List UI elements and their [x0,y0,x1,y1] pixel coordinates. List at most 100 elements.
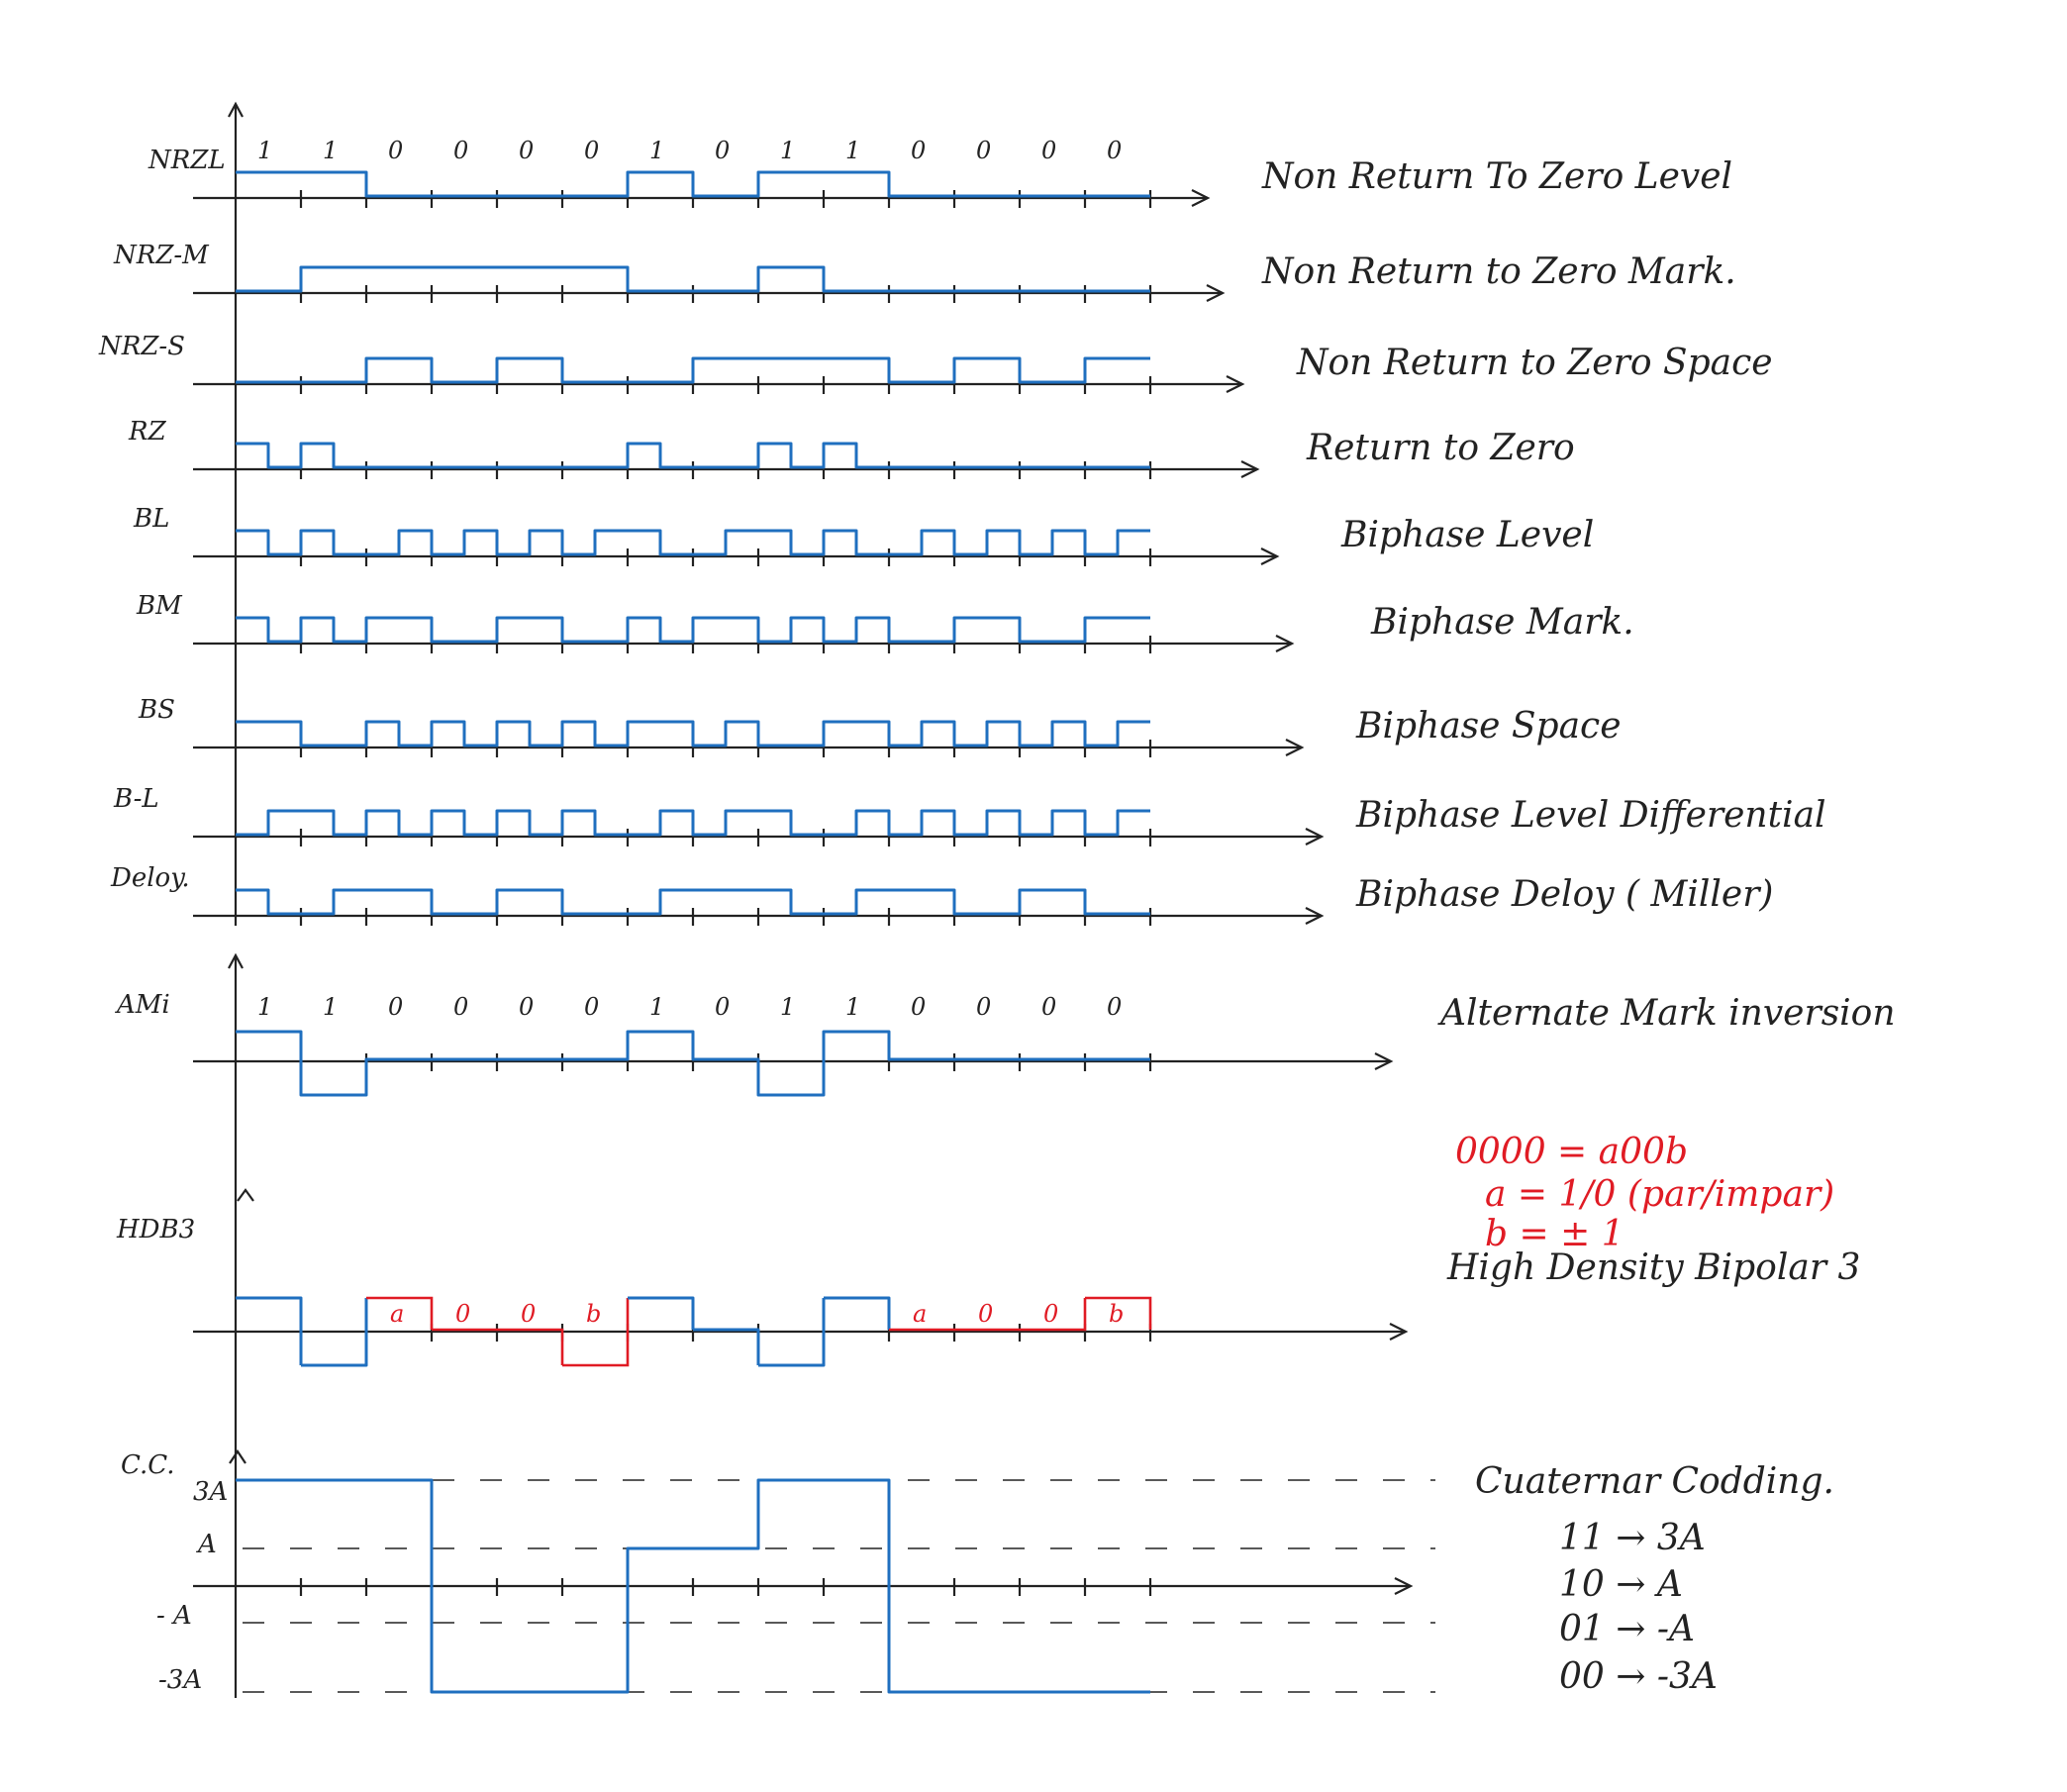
row-nrzm-label: NRZ-M [113,241,210,270]
cc-axis-arrow [229,1449,246,1464]
hdb3-segment [236,1296,303,1365]
hdb3-substitution-label: b [1109,1300,1124,1328]
row-delay-description: Biphase Deloy ( Miller) [1355,874,1773,915]
hdb3-substitution-label: a [390,1300,404,1328]
ami-description: Alternate Mark inversion [1437,993,1896,1034]
ami-bit: 0 [911,993,926,1021]
row-nrzm-axis-arrow [1206,284,1226,302]
cc-description: Cuaternar Codding. [1475,1461,1834,1502]
top-bit: 1 [257,137,272,164]
row-nrzl-waveform [236,170,1150,198]
cc-mapping-1: 11 → 3A [1559,1518,1706,1558]
row-nrzm-description: Non Return to Zero Mark. [1261,251,1736,292]
row-rz-waveform [236,442,1150,469]
ami-bit: 0 [1107,993,1122,1021]
row-bm-axis-arrow [1275,635,1295,652]
row-bdl-waveform [236,809,1150,837]
bit-sequences: 1 1 0 0 0 0 1 0 1 1 0 0 0 0 1 1 0 0 0 0 1 0 1 1 0 0 0 0 a 0 0 b a 0 0 b [257,137,1124,1328]
cc-mapping-3: 01 → -A [1559,1609,1695,1649]
top-bit: 0 [584,137,599,164]
hdb3-segment [562,1298,630,1367]
cc-mapping-4: 00 → -3A [1559,1656,1718,1697]
row-nrzs-description: Non Return to Zero Space [1296,343,1773,383]
ami-bit: 0 [584,993,599,1021]
row-bm-description: Biphase Mark. [1370,602,1634,643]
ami-bit: 0 [388,993,403,1021]
top-bit: 0 [1041,137,1056,164]
hdb3-substitution-label: a [913,1300,927,1328]
row-bs-axis-arrow [1285,739,1305,756]
ami-bit: 0 [1041,993,1056,1021]
hdb3-segment [628,1296,695,1330]
top-bit: 1 [323,137,338,164]
hdb3-substitution-label: 0 [521,1300,536,1328]
top-bit: 0 [453,137,468,164]
ami-bit: 0 [519,993,534,1021]
cc-waveform [236,1478,1150,1694]
hdb3-rule-line-1: 0000 = a00b [1455,1132,1688,1172]
top-bit: 0 [519,137,534,164]
ami-bit: 1 [780,993,795,1021]
hdb3-substitution-label: b [586,1300,601,1328]
hdb3-substitution-label: 0 [1043,1300,1058,1328]
hdb3-segment [824,1296,891,1330]
cc-level-a: A [196,1530,217,1559]
row-bl-description: Biphase Level [1340,515,1594,555]
row-delay-waveform [236,888,1150,916]
hdb3-description: High Density Bipolar 3 [1446,1247,1860,1288]
hdb3-rule-line-2: a = 1/0 (par/impar) [1485,1174,1834,1215]
hdb3-axis-arrow [237,1188,254,1202]
ami-bit: 0 [715,993,730,1021]
row-bdl-description: Biphase Level Differential [1355,795,1826,836]
ami-bit: 1 [649,993,664,1021]
top-bit: 0 [388,137,403,164]
cc-level-3a: 3A [193,1477,228,1507]
row-bl-waveform [236,529,1150,556]
hdb3-segment [758,1298,826,1367]
ami-bit: 1 [257,993,272,1021]
hdb3-segment [366,1296,434,1330]
top-bit: 1 [780,137,795,164]
hdb3-segment [1020,1298,1087,1332]
row-nrzs-waveform [236,356,1150,384]
row-bdl-axis-arrow [1305,828,1325,846]
row-rz-description: Return to Zero [1306,428,1575,468]
top-bit: 0 [1107,137,1122,164]
ami-bit: 0 [453,993,468,1021]
row-nrzs-axis-arrow [1226,375,1245,393]
vertical-axis-bottom-arrow [228,952,244,969]
hdb3-rule-line-3: b = ± 1 [1485,1214,1624,1254]
row-nrzm-waveform [236,265,1150,293]
top-bit: 0 [715,137,730,164]
ami-bit: 0 [976,993,991,1021]
top-bit: 0 [976,137,991,164]
row-nrzs-label: NRZ-S [98,332,185,361]
hdb3-segment [1085,1296,1152,1330]
ami-waveform [236,1030,1150,1097]
top-bit: 1 [649,137,664,164]
cc-level-minus-3a: -3A [158,1665,202,1695]
row-delay-axis-arrow [1305,907,1325,925]
vertical-axis-top-arrow [228,101,244,118]
row-rz-label: RZ [128,417,167,447]
row-nrzl-description: Non Return To Zero Level [1261,156,1732,197]
row-bm-waveform [236,616,1150,644]
hdb3-label: HDB3 [116,1215,195,1244]
hdb3-substitution-label: 0 [455,1300,470,1328]
row-bs-description: Biphase Space [1355,706,1622,747]
hdb3-axis-arrow [1389,1323,1409,1341]
ami-bit: 1 [845,993,860,1021]
cc-mapping-2: 10 → A [1559,1564,1683,1605]
cc-label: C.C. [121,1450,174,1480]
row-nrzl-label: NRZL [148,146,226,175]
row-bl-axis-arrow [1260,548,1280,565]
hdb3-segment [301,1298,368,1367]
hdb3-substitution-label: 0 [978,1300,993,1328]
top-bit: 0 [911,137,926,164]
hdb3-segment [497,1328,564,1365]
row-bm-label: BM [136,591,183,621]
top-bit: 1 [845,137,860,164]
hdb3-segment [693,1328,760,1365]
row-delay-label: Deloy. [110,863,190,893]
